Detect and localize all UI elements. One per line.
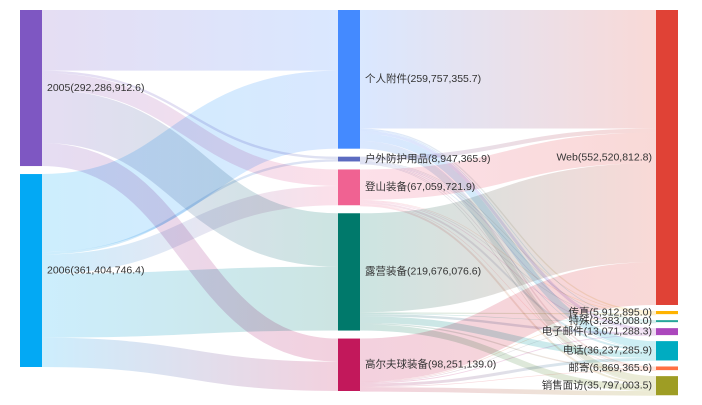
node-label: 传真(5,912,895.0) (569, 305, 652, 318)
nodes-layer (20, 10, 678, 396)
links-layer (41, 9, 657, 396)
sankey-link[interactable] (41, 186, 339, 274)
sankey-node[interactable] (20, 10, 42, 167)
sankey-link[interactable] (359, 163, 657, 313)
node-label: 个人附件(259,757,355.7) (365, 72, 481, 85)
sankey-link[interactable] (359, 334, 657, 384)
sankey-link[interactable] (359, 387, 657, 396)
sankey-link[interactable] (359, 357, 657, 387)
sankey-node[interactable] (338, 338, 360, 391)
sankey-node[interactable] (20, 174, 42, 367)
sankey-node[interactable] (338, 213, 360, 331)
sankey-node[interactable] (656, 366, 678, 371)
node-label: 高尔夫球装备(98,251,139.0) (365, 358, 496, 371)
sankey-node[interactable] (338, 169, 360, 206)
sankey-link[interactable] (359, 323, 657, 371)
sankey-link[interactable] (41, 159, 339, 255)
sankey-link[interactable] (359, 370, 657, 388)
sankey-node[interactable] (656, 320, 678, 323)
node-label: 露营装备(219,676,076.6) (365, 265, 481, 278)
sankey-link[interactable] (41, 142, 339, 362)
sankey-link[interactable] (41, 266, 339, 338)
node-label: 电话(36,237,285.9) (563, 344, 652, 357)
node-label: 销售面访(35,797,003.5) (542, 378, 652, 391)
node-label: 电子邮件(13,071,288.3) (542, 324, 652, 337)
sankey-link[interactable] (359, 314, 657, 383)
sankey-node[interactable] (656, 341, 678, 361)
sankey-node[interactable] (656, 328, 678, 336)
sankey-link[interactable] (359, 132, 657, 200)
sankey-link[interactable] (359, 128, 657, 161)
node-label: 登山装备(67,059,721.9) (365, 180, 475, 193)
node-label: 2005(292,286,912.6) (47, 82, 145, 94)
sankey-node[interactable] (338, 10, 360, 149)
labels-layer: 2005(292,286,912.6) 2006(361,404,746.4) 个人… (47, 72, 652, 391)
sankey-node[interactable] (338, 156, 360, 162)
node-label: 2006(361,404,746.4) (47, 264, 145, 276)
sankey-link[interactable] (359, 324, 657, 392)
sankey-link[interactable] (41, 70, 339, 253)
sankey-link[interactable] (359, 322, 657, 383)
sankey-link[interactable] (41, 337, 339, 392)
node-label: 邮寄(6,869,365.6) (569, 361, 652, 374)
sankey-node[interactable] (656, 376, 678, 396)
node-label: 户外防护用品(8,947,365.9) (365, 152, 490, 165)
sankey-node[interactable] (656, 310, 678, 315)
sankey-link[interactable] (359, 262, 657, 382)
sankey-node[interactable] (656, 10, 678, 305)
node-label: Web(552,520,812.8) (556, 151, 652, 163)
node-label: 特殊(3,283,008.0) (569, 314, 652, 327)
